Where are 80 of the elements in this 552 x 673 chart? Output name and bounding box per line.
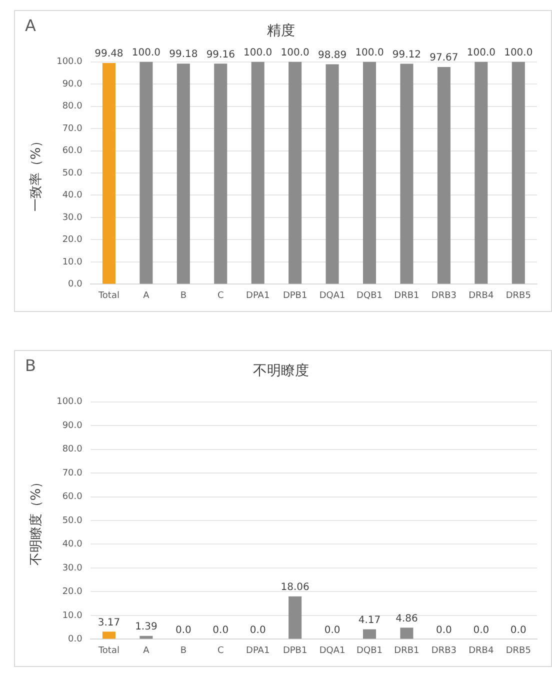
y-tick-label: 0.0 (68, 280, 83, 290)
x-tick-label: DPB1 (282, 646, 308, 656)
x-tick-label: DRB5 (506, 290, 531, 301)
y-tick-label: 90.0 (62, 79, 83, 90)
y-tick-label: 70.0 (62, 468, 83, 478)
data-label: 0.0 (212, 624, 229, 636)
y-tick-label: 70.0 (62, 124, 83, 134)
x-tick-label: DRB4 (468, 290, 494, 301)
data-label: 0.0 (510, 624, 526, 636)
x-tick-label: DRB1 (394, 290, 420, 301)
chart-title: 精度 (267, 23, 295, 40)
data-label: 4.86 (396, 613, 418, 624)
data-label: 100.0 (280, 47, 310, 58)
bar (363, 629, 376, 639)
bar (400, 628, 414, 639)
x-tick-label: C (217, 646, 224, 656)
x-tick-label: DQB1 (356, 290, 382, 301)
y-tick-label: 20.0 (62, 587, 83, 598)
x-tick-label: DRB3 (431, 290, 456, 301)
x-tick-label: DRB4 (468, 646, 494, 656)
data-label: 0.0 (250, 624, 266, 636)
data-label: 99.48 (94, 48, 124, 60)
y-tick-label: 40.0 (62, 540, 83, 550)
y-tick-label: 60.0 (62, 492, 83, 502)
x-tick-label: DRB3 (431, 646, 456, 656)
x-tick-label: DRB5 (506, 646, 531, 656)
data-label: 98.89 (318, 50, 347, 61)
y-tick-label: 20.0 (62, 235, 83, 246)
x-tick-label: A (143, 646, 150, 656)
x-tick-label: C (217, 290, 224, 301)
y-tick-label: 40.0 (62, 190, 83, 201)
data-label: 100.0 (244, 47, 272, 58)
y-tick-label: 30.0 (62, 563, 83, 574)
y-axis-title: 一致率（%） (28, 134, 44, 212)
x-tick-label: Total (97, 290, 120, 301)
data-label: 99.16 (206, 49, 235, 60)
y-tick-label: 90.0 (62, 420, 83, 431)
data-label: 100.0 (132, 47, 161, 58)
chart-title: 不明瞭度 (253, 363, 309, 380)
bar (288, 596, 302, 639)
y-tick-label: 100.0 (56, 57, 83, 68)
y-tick-label: 10.0 (62, 257, 83, 268)
x-tick-label: A (143, 290, 150, 301)
data-label: 4.17 (358, 614, 381, 626)
y-tick-label: 80.0 (62, 102, 83, 112)
data-label: 99.18 (169, 49, 198, 60)
data-label: 100.0 (504, 47, 533, 58)
y-axis-title: 不明瞭度（%） (28, 475, 44, 566)
y-tick-label: 100.0 (56, 397, 83, 408)
y-tick-label: 0.0 (68, 634, 83, 645)
y-tick-label: 30.0 (62, 212, 83, 223)
y-tick-label: 80.0 (62, 444, 83, 455)
y-tick-label: 10.0 (62, 610, 83, 621)
data-label: 100.0 (355, 47, 384, 58)
bar (102, 632, 116, 639)
data-label: 100.0 (466, 47, 496, 58)
data-label: 0.0 (175, 624, 192, 636)
x-tick-label: B (180, 646, 187, 656)
data-label: 97.67 (430, 52, 458, 64)
x-tick-label: DPA1 (246, 646, 270, 656)
y-tick-label: 50.0 (62, 168, 83, 178)
data-label: 18.06 (280, 582, 310, 593)
x-tick-label: B (180, 290, 187, 301)
data-label: 1.39 (135, 621, 158, 632)
data-label: 3.17 (98, 617, 120, 628)
x-tick-label: DPB1 (282, 290, 308, 301)
text: A (25, 16, 36, 36)
data-label: 0.0 (324, 624, 340, 636)
y-tick-label: 60.0 (62, 146, 83, 156)
data-label: 99.12 (392, 49, 422, 60)
x-tick-label: DQB1 (356, 646, 382, 656)
x-tick-label: Total (97, 646, 120, 656)
y-tick-label: 50.0 (62, 516, 83, 526)
x-tick-label: DPA1 (246, 290, 270, 301)
x-tick-label: DRB1 (394, 646, 420, 656)
data-label: 0.0 (436, 624, 452, 636)
text: B (25, 356, 36, 376)
x-tick-label: DQA1 (319, 290, 346, 301)
data-label: 0.0 (473, 624, 490, 636)
x-tick-label: DQA1 (319, 646, 346, 656)
